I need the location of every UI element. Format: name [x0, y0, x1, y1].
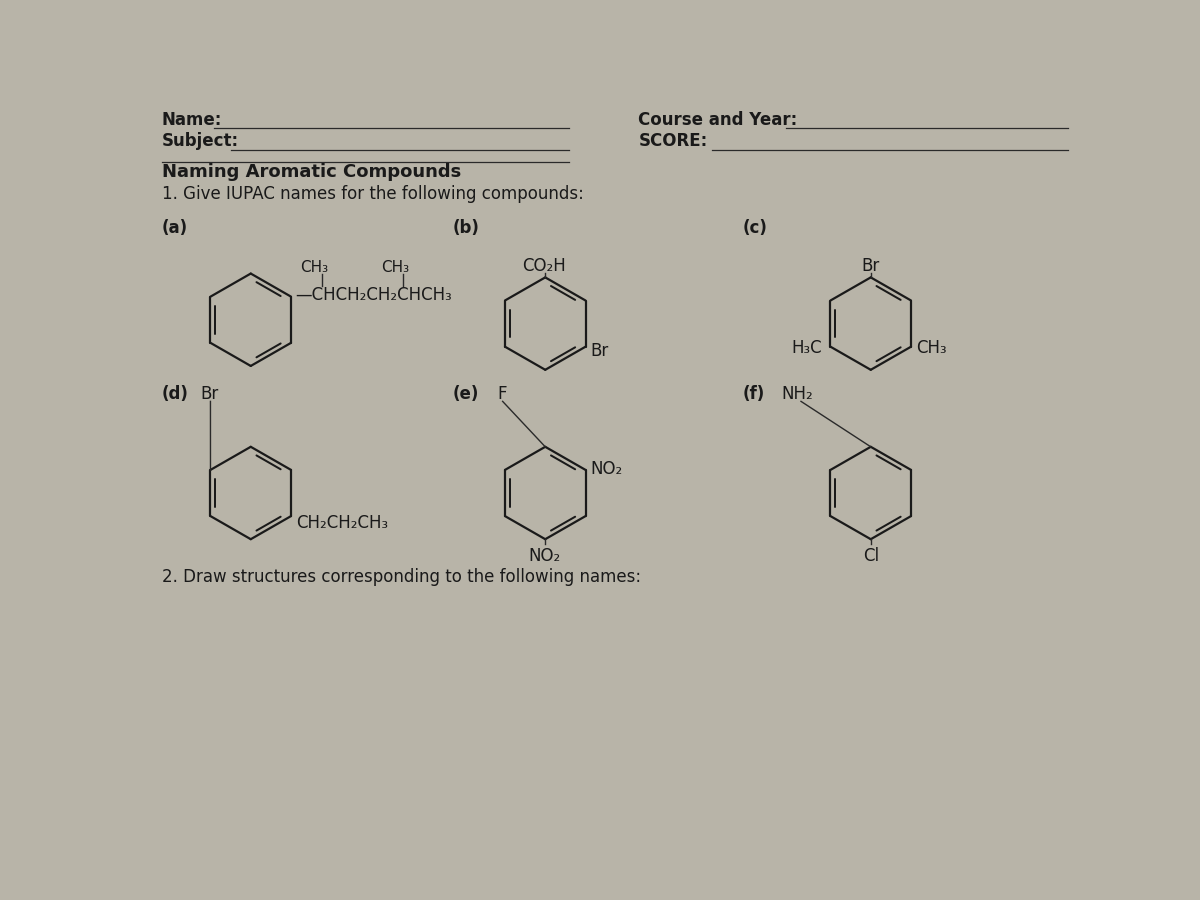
Text: Name:: Name:: [162, 111, 222, 129]
Text: NH₂: NH₂: [781, 385, 814, 403]
Text: NO₂: NO₂: [590, 460, 623, 478]
Text: —CHCH₂CH₂CHCH₃: —CHCH₂CH₂CHCH₃: [295, 286, 451, 304]
Text: Cl: Cl: [863, 547, 880, 565]
Text: H₃C: H₃C: [792, 339, 822, 357]
Text: (c): (c): [743, 219, 768, 237]
Text: F: F: [497, 385, 506, 403]
Text: CH₂CH₂CH₃: CH₂CH₂CH₃: [295, 514, 388, 532]
Text: (d): (d): [162, 385, 188, 403]
Text: 2. Draw structures corresponding to the following names:: 2. Draw structures corresponding to the …: [162, 568, 641, 586]
Text: Subject:: Subject:: [162, 132, 239, 150]
Text: (a): (a): [162, 219, 187, 237]
Text: Course and Year:: Course and Year:: [638, 111, 798, 129]
Text: Br: Br: [590, 342, 608, 360]
Text: (f): (f): [743, 385, 766, 403]
Text: (b): (b): [452, 219, 479, 237]
Text: Naming Aromatic Compounds: Naming Aromatic Compounds: [162, 163, 461, 181]
Text: CH₃: CH₃: [916, 339, 947, 357]
Text: CH₃: CH₃: [382, 260, 409, 275]
Text: (e): (e): [452, 385, 479, 403]
Text: CH₃: CH₃: [300, 260, 329, 275]
Text: NO₂: NO₂: [528, 547, 560, 565]
Text: Br: Br: [200, 385, 218, 403]
Text: Br: Br: [862, 257, 880, 275]
Text: 1. Give IUPAC names for the following compounds:: 1. Give IUPAC names for the following co…: [162, 184, 583, 202]
Text: SCORE:: SCORE:: [638, 132, 708, 150]
Text: CO₂H: CO₂H: [522, 257, 565, 275]
